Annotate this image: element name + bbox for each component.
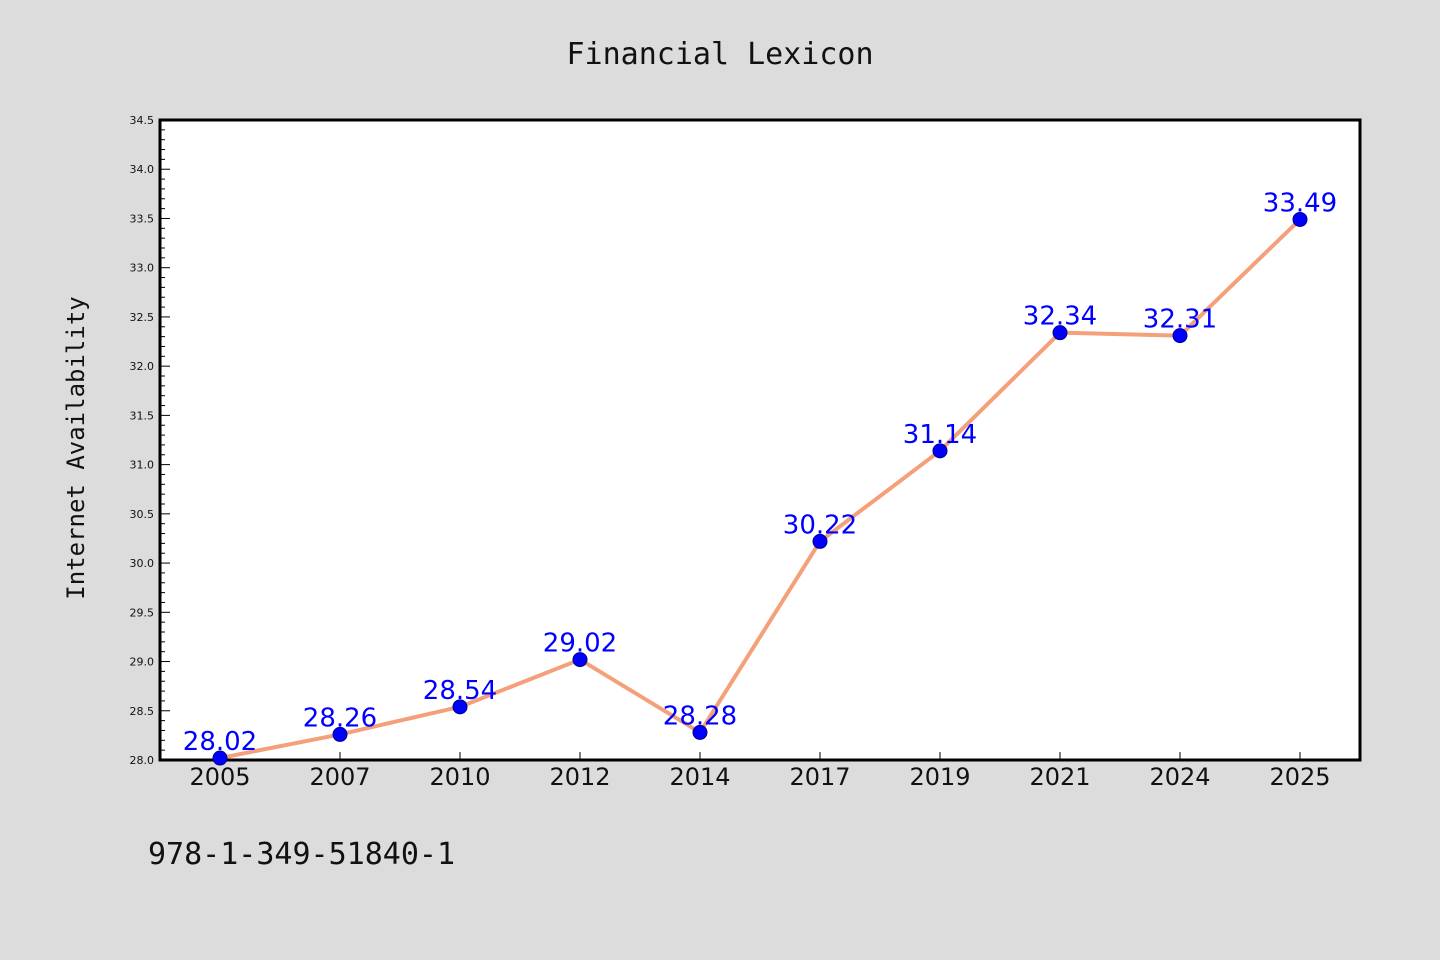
x-tick-label: 2021 — [1029, 763, 1090, 791]
y-tick-label: 32.0 — [130, 360, 155, 373]
series-line — [218, 217, 1302, 761]
y-tick-label: 28.0 — [130, 754, 155, 767]
data-label: 32.34 — [1023, 302, 1097, 332]
plot-area — [158, 118, 1362, 762]
data-label: 29.02 — [543, 629, 617, 659]
data-label: 32.31 — [1143, 305, 1217, 335]
data-point-marker — [572, 652, 588, 668]
x-tick-label: 2005 — [189, 763, 250, 791]
data-point-marker — [1172, 328, 1188, 344]
x-tick-label: 2012 — [549, 763, 610, 791]
data-point-marker — [932, 443, 948, 459]
series-group — [212, 211, 1308, 766]
x-tick-label: 2024 — [1149, 763, 1210, 791]
y-tick-label: 34.5 — [130, 114, 155, 127]
data-point-marker — [692, 724, 708, 740]
y-tick-label: 28.5 — [130, 705, 155, 718]
data-labels-group: 28.02 28.26 28.54 29.02 28.28 30.22 31.14 32.34… — [183, 188, 1337, 757]
data-point-marker — [812, 533, 828, 549]
y-tick-label: 33.0 — [130, 262, 155, 275]
data-label: 33.49 — [1263, 188, 1337, 218]
y-tick-label: 32.5 — [130, 311, 155, 324]
data-point-marker — [452, 699, 468, 715]
data-point-marker — [1052, 325, 1068, 341]
x-tick-label: 2014 — [669, 763, 730, 791]
data-label: 28.26 — [303, 703, 377, 733]
footer-isbn: 978-1-349-51840-1 — [148, 837, 455, 872]
y-tick-label: 33.5 — [130, 212, 155, 225]
data-label: 30.22 — [783, 510, 857, 540]
chart-title: Financial Lexicon — [566, 37, 873, 72]
y-tick-label: 30.5 — [130, 508, 155, 521]
x-axis-ticks: 2005 2007 2010 2012 2014 2017 2019 2021 2024 2025 — [189, 752, 1331, 791]
data-label: 31.14 — [903, 420, 977, 450]
x-tick-label: 2010 — [429, 763, 490, 791]
y-tick-label: 31.5 — [130, 409, 155, 422]
data-label: 28.54 — [423, 676, 497, 706]
data-point-marker — [1292, 211, 1308, 227]
y-tick-label: 30.0 — [130, 557, 155, 570]
data-label: 28.02 — [183, 727, 257, 757]
y-tick-label: 29.5 — [130, 606, 155, 619]
y-tick-label: 29.0 — [130, 656, 155, 669]
x-tick-label: 2025 — [1269, 763, 1330, 791]
data-point-marker — [332, 726, 348, 742]
x-tick-label: 2019 — [909, 763, 970, 791]
y-axis-ticks: 28.0 28.5 29.0 29.5 30.0 30.5 31.0 31.5 32.0 32.5… — [130, 114, 170, 767]
x-tick-label: 2017 — [789, 763, 850, 791]
x-tick-label: 2007 — [309, 763, 370, 791]
data-point-marker — [212, 750, 228, 766]
y-tick-label: 31.0 — [130, 459, 155, 472]
data-label: 28.28 — [663, 701, 737, 731]
y-tick-label: 34.0 — [130, 163, 155, 176]
y-axis-label: Internet Availability — [62, 296, 90, 599]
